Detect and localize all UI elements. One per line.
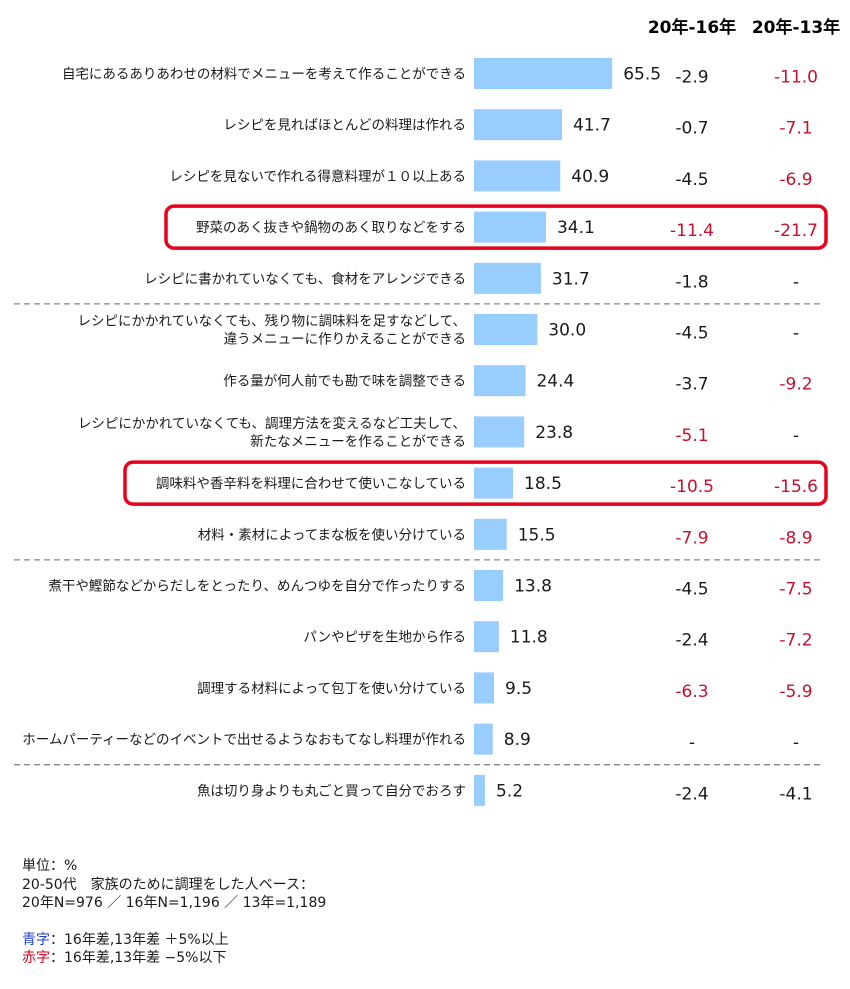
diff-16-label: -0.7 — [675, 119, 708, 139]
diff-13-label: -6.9 — [779, 170, 812, 190]
category-label: レシピを見ないで作れる得意料理が１０以上ある — [169, 168, 466, 185]
category-label: 新たなメニューを作ることができる — [250, 434, 466, 450]
category-label: レシピを見ればほとんどの料理は作れる — [223, 118, 466, 134]
red-legend-text: ：16年差,13年差 −5%以下 — [50, 950, 227, 966]
unit-note: 単位：% — [22, 858, 78, 874]
category-label: 野菜のあく抜きや鍋物のあく取りなどをする — [196, 220, 466, 236]
value-label: 24.4 — [536, 372, 574, 392]
category-label: パンやピザを生地から作る — [303, 630, 466, 646]
diff-13-label: -4.1 — [779, 784, 812, 804]
value-label: 13.8 — [514, 577, 552, 597]
diff-16-label: -6.3 — [675, 682, 708, 702]
diff-16-label: -3.7 — [675, 375, 708, 395]
bar — [474, 621, 499, 653]
category-label: 自宅にあるありあわせの材料でメニューを考えて作ることができる — [62, 67, 466, 83]
value-label: 34.1 — [557, 218, 595, 238]
diff-13-label: - — [793, 733, 799, 753]
diff-13-label: -7.1 — [779, 119, 812, 139]
diff-13-label: -15.6 — [774, 477, 818, 497]
red-legend: 赤字：16年差,13年差 −5%以下 — [22, 949, 326, 968]
bar — [474, 467, 514, 499]
category-label: 調理する材料によって包丁を使い分けている — [197, 680, 466, 697]
value-label: 9.5 — [505, 679, 532, 699]
bar — [474, 314, 538, 345]
diff-13-label: -21.7 — [774, 221, 818, 241]
diff-13-label: -7.2 — [779, 631, 812, 651]
diff-13-label: -7.5 — [779, 580, 812, 600]
category-label: 調味料や香辛料を料理に合わせて使いこなしている — [156, 475, 466, 492]
category-label: レシピにかかれていなくても、残り物に調味料を足すなどして、 — [77, 314, 466, 330]
diff-16-label: -4.5 — [675, 324, 708, 344]
bar — [474, 262, 541, 294]
diff-13-label: -9.2 — [779, 375, 812, 395]
diff-13-label: -8.9 — [779, 528, 812, 548]
footnotes: 単位：% 20-50代 家族のために調理をした人ベース： 20年N=976 ／ … — [22, 857, 326, 968]
diff-16-label: -2.4 — [675, 784, 708, 804]
bar — [474, 109, 562, 141]
bar — [474, 58, 613, 89]
sample-note: 20年N=976 ／ 16年N=1,196 ／ 13年=1,189 — [22, 895, 327, 911]
diff-13-label: -11.0 — [774, 68, 818, 88]
diff-16-label: -2.9 — [675, 68, 708, 88]
diff-16-label: -5.1 — [675, 426, 708, 446]
value-label: 41.7 — [573, 116, 611, 136]
value-label: 31.7 — [552, 269, 590, 289]
diff-16-label: -11.4 — [670, 221, 714, 241]
category-label: レシピに書かれていなくても、食材をアレンジできる — [144, 270, 466, 287]
diff-13-label: - — [793, 426, 799, 446]
blue-legend-word: 青字 — [22, 931, 50, 948]
highlight-box — [164, 204, 828, 250]
value-label: 11.8 — [510, 628, 548, 648]
value-label: 8.9 — [504, 730, 531, 750]
diff-16-label: -7.9 — [675, 528, 708, 548]
diff-16-label: -1.8 — [675, 272, 708, 292]
category-label: レシピにかかれていなくても、調理方法を変えるなど工夫して、 — [78, 415, 466, 432]
bar — [474, 416, 525, 448]
diff-16-label: - — [689, 733, 695, 753]
column-header-20-13: 20年-13年 — [752, 17, 840, 38]
diff-13-label: - — [793, 272, 799, 292]
value-label: 23.8 — [535, 423, 573, 443]
value-label: 5.2 — [496, 781, 523, 801]
diff-16-label: -10.5 — [670, 477, 714, 497]
bar — [474, 570, 504, 601]
base-note: 20-50代 家族のために調理をした人ベース： — [22, 876, 314, 893]
column-header-20-16: 20年-16年 — [648, 17, 736, 38]
bar — [474, 160, 561, 192]
value-label: 15.5 — [518, 525, 556, 545]
bar — [474, 365, 526, 397]
value-label: 30.0 — [548, 321, 586, 341]
bar — [474, 672, 495, 704]
diff-16-label: -4.5 — [675, 580, 708, 600]
diff-16-label: -4.5 — [675, 170, 708, 190]
highlight-box — [123, 460, 828, 506]
category-label: 作る量が何人前でも勘で味を調整できる — [223, 373, 466, 390]
category-label: ホームパーティーなどのイベントで出せるようなおもてなし料理が作れる — [22, 732, 466, 748]
bar — [474, 723, 493, 755]
bar — [474, 774, 485, 806]
bar — [474, 211, 546, 243]
blue-legend: 青字：16年差,13年差 ＋5%以上 — [22, 931, 326, 950]
blue-legend-text: ：16年差,13年差 ＋5%以上 — [50, 931, 229, 948]
category-label: 煮干や鰹節などからだしをとったり、めんつゆを自分で作ったりする — [48, 579, 466, 595]
bar — [474, 518, 507, 550]
diff-13-label: - — [793, 324, 799, 344]
category-label: 違うメニューに作りかえることができる — [224, 332, 466, 348]
diff-16-label: -2.4 — [675, 631, 708, 651]
value-label: 40.9 — [571, 167, 609, 187]
value-label: 65.5 — [623, 65, 661, 85]
diff-13-label: -5.9 — [779, 682, 812, 702]
category-label: 材料・素材によってまな板を使い分けている — [198, 526, 466, 543]
red-legend-word: 赤字 — [22, 950, 50, 966]
value-label: 18.5 — [524, 474, 562, 494]
bar-chart: 20年-16年 20年-13年 自宅にあるありあわせの材料でメニューを考えて作る… — [14, 17, 840, 806]
category-label: 魚は切り身よりも丸ごと買って自分でおろす — [197, 783, 466, 799]
